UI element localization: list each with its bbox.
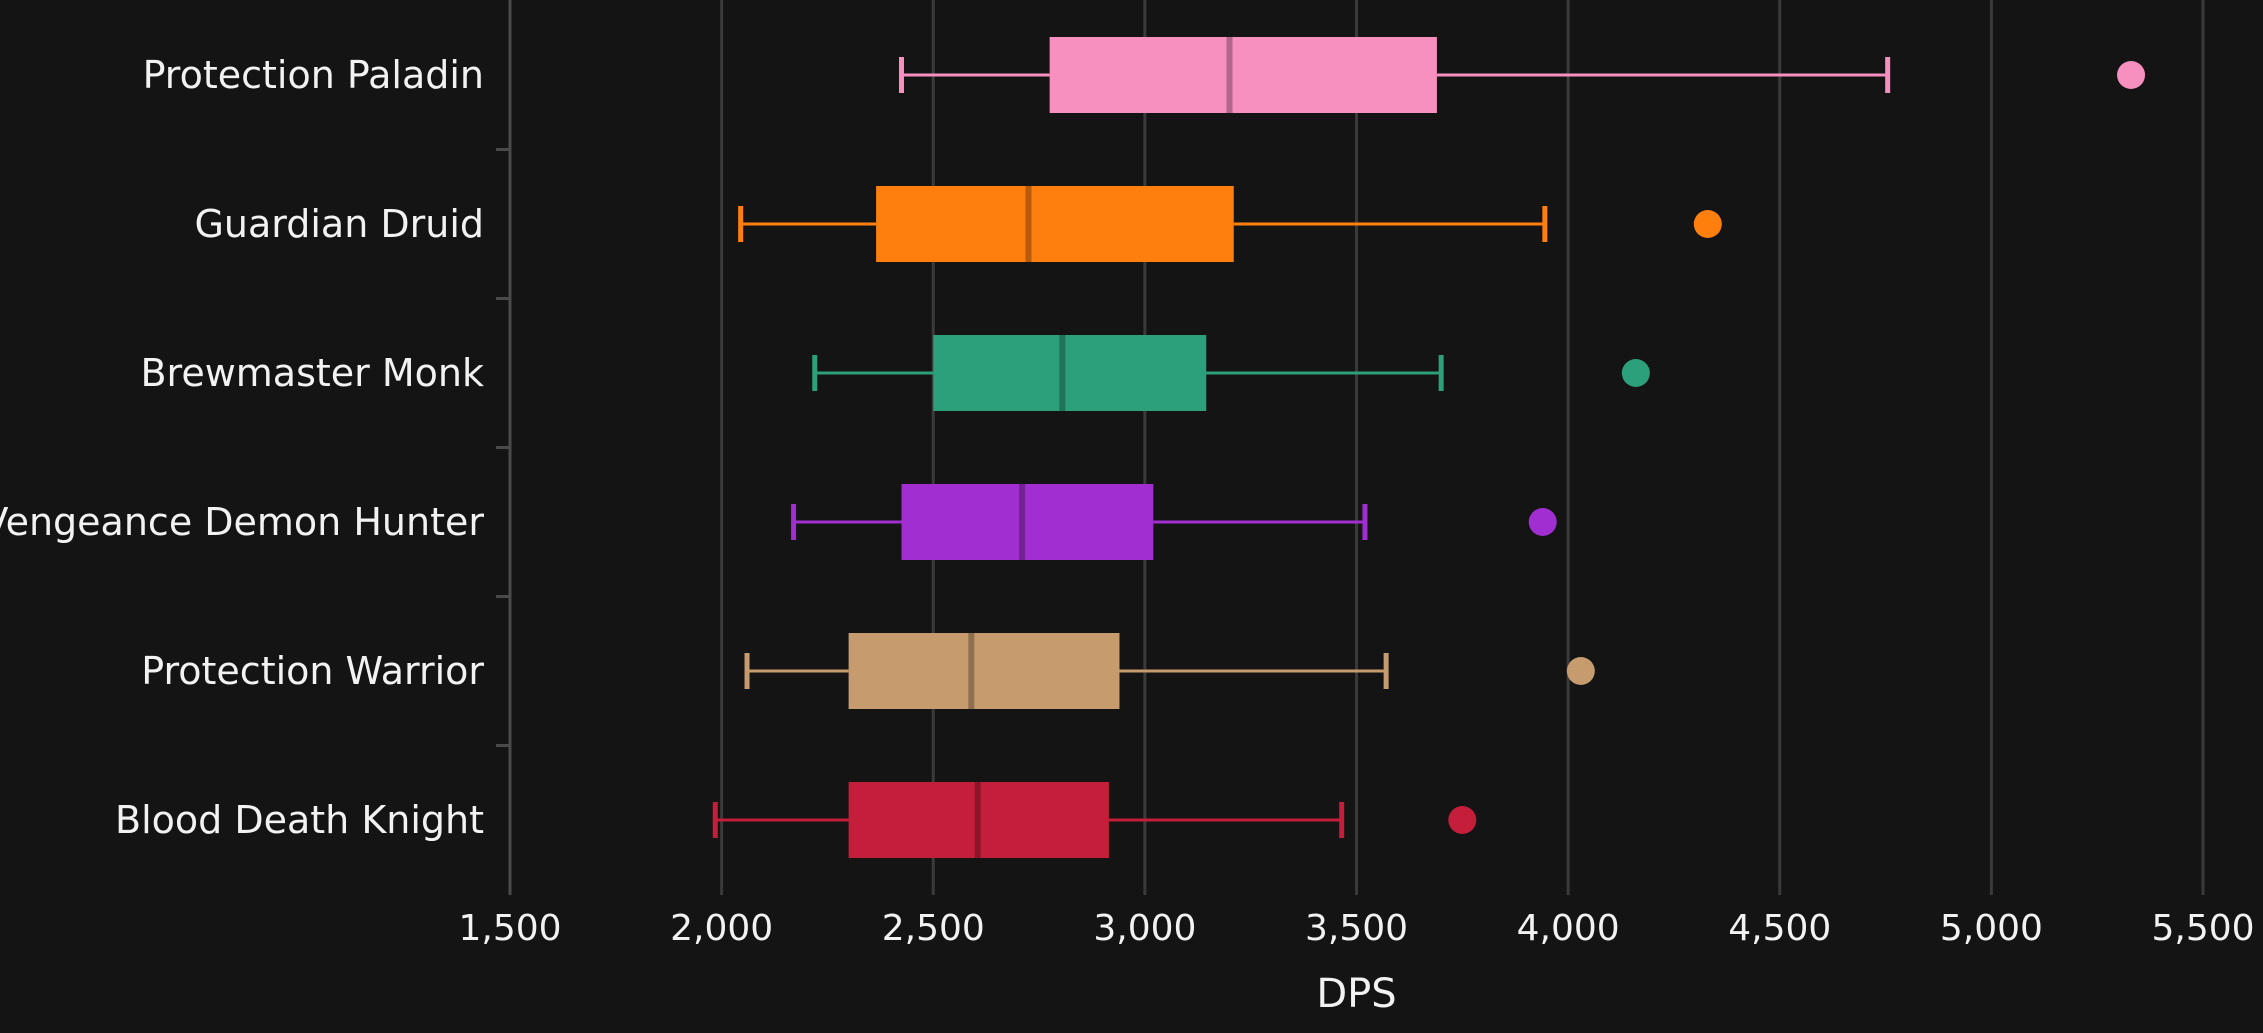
box-group [812,335,1650,411]
category-label: Brewmaster Monk [140,351,484,395]
outlier-point [1448,806,1477,834]
x-tick-label: 5,500 [2151,908,2254,949]
iqr-box [848,782,1109,858]
iqr-box [876,186,1234,262]
iqr-box [1049,37,1437,113]
x-axis-title: DPS [1316,971,1396,1017]
outlier-point [1528,508,1557,536]
axis-layer [496,0,512,895]
outlier-point [1693,210,1722,238]
x-tick-label: 4,000 [1517,908,1620,949]
box-group [712,782,1477,858]
box-layer [712,37,2146,858]
x-tick-label: 2,500 [882,908,985,949]
x-tick-label: 2,000 [670,908,773,949]
box-group [744,633,1595,709]
iqr-box [933,335,1207,411]
x-tick-label: 3,500 [1305,908,1408,949]
category-label: Guardian Druid [194,202,484,246]
category-label: Blood Death Knight [115,798,484,842]
category-label: Protection Paladin [143,53,484,97]
category-label: Protection Warrior [141,649,484,693]
x-tick-label: 5,000 [1940,908,2043,949]
iqr-box [901,484,1154,560]
label-layer: 1,500 2,000 2,500 3,000 3,500 4,000 4,500 5,000… [0,53,2255,1017]
x-tick-label: 1,500 [458,908,561,949]
outlier-point [2117,61,2146,89]
iqr-box [848,633,1120,709]
box-group [899,37,2146,113]
outlier-point [1621,359,1650,387]
outlier-point [1566,657,1595,685]
category-label: Vengeance Demon Hunter [0,500,484,544]
box-group [738,186,1722,262]
x-tick-label: 3,000 [1093,908,1196,949]
x-tick-label: 4,500 [1728,908,1831,949]
grid-layer [720,0,2205,895]
box-group [791,484,1557,560]
